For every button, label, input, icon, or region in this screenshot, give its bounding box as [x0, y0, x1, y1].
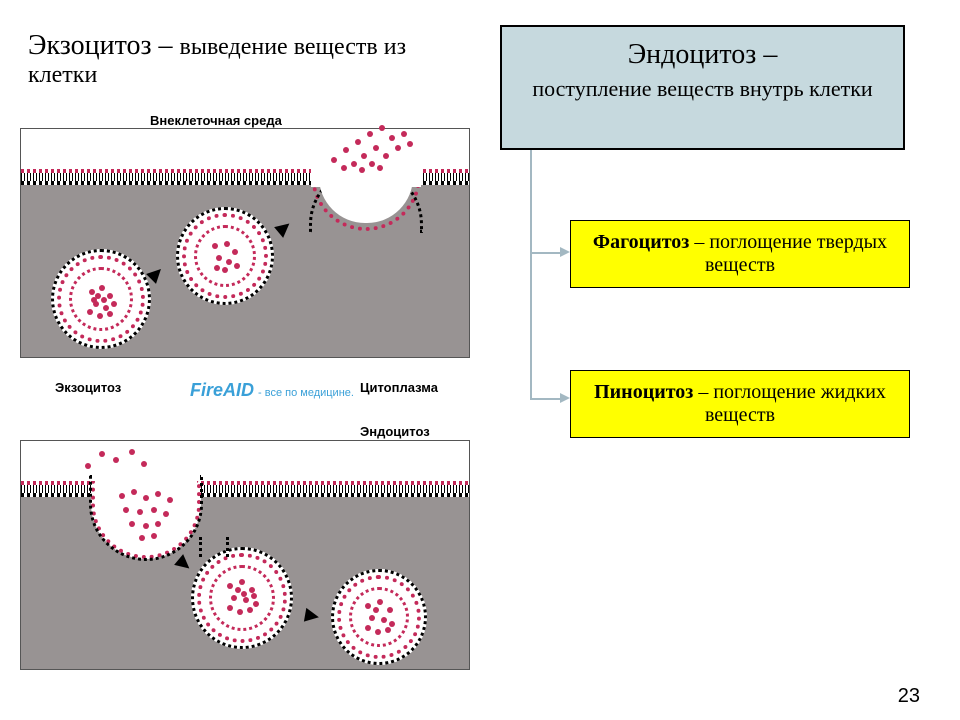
- invagination: [91, 481, 201, 559]
- label-endocytosis: Эндоцитоз: [360, 424, 430, 439]
- ext-dot: [85, 463, 91, 469]
- connector-arrow-1: [560, 247, 570, 257]
- endocytosis-diagram-panel: [20, 440, 470, 670]
- label-exocytosis: Экзоцитоз: [55, 380, 121, 395]
- arrow-1: [146, 264, 166, 284]
- exocytosis-title: Экзоцитоз – выведение веществ из клетки: [28, 30, 468, 89]
- arrow-b2: [304, 608, 320, 624]
- vesicle-1: [51, 249, 151, 349]
- endocytosis-box: Эндоцитоз – поступление веществ внутрь к…: [500, 25, 905, 150]
- connector-arrow-2: [560, 393, 570, 403]
- ext-dot: [129, 449, 135, 455]
- watermark-brand: FireAID: [190, 380, 254, 400]
- pinocytosis-box: Пиноцитоз – поглощение жидких веществ: [570, 370, 910, 438]
- connector-h1: [530, 252, 562, 254]
- endocytosis-term: Эндоцитоз: [628, 39, 757, 70]
- label-cytoplasm: Цитоплазма: [360, 380, 438, 395]
- phagocytosis-box: Фагоцитоз – поглощение твердых веществ: [570, 220, 910, 288]
- connector-h2: [530, 398, 562, 400]
- exocytosis-diagram-panel: [20, 128, 470, 358]
- arrow-b1: [174, 554, 194, 574]
- dash: –: [152, 30, 180, 61]
- vesicle-b2: [331, 569, 427, 665]
- vesicle-neck: [199, 537, 229, 557]
- vesicle-2: [176, 207, 274, 305]
- vesicle-b1: [191, 547, 293, 649]
- pinocytosis-def: поглощение жидких веществ: [705, 381, 886, 426]
- connector-vertical: [530, 150, 532, 400]
- arrow-2: [274, 218, 294, 238]
- pinocytosis-term: Пиноцитоз: [594, 381, 693, 403]
- watermark: FireAID - все по медицине.: [190, 380, 354, 401]
- label-extracellular: Внеклеточная среда: [150, 113, 282, 128]
- released-particles: [311, 117, 461, 177]
- dash: –: [689, 231, 709, 253]
- watermark-tag: - все по медицине.: [258, 387, 354, 399]
- exocytosis-term: Экзоцитоз: [28, 30, 152, 61]
- dash: –: [756, 39, 777, 70]
- phagocytosis-term: Фагоцитоз: [593, 231, 689, 253]
- dash: –: [693, 381, 713, 403]
- ext-dot: [99, 451, 105, 457]
- phagocytosis-def: поглощение твердых веществ: [705, 231, 887, 276]
- ext-dot: [113, 457, 119, 463]
- endocytosis-def: поступление веществ внутрь клетки: [512, 75, 893, 103]
- page-number: 23: [898, 685, 920, 708]
- ext-dot: [141, 461, 147, 467]
